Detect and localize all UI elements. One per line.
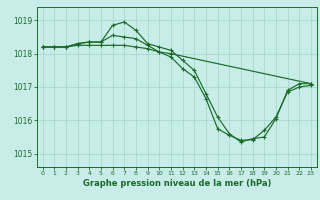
X-axis label: Graphe pression niveau de la mer (hPa): Graphe pression niveau de la mer (hPa) bbox=[83, 179, 271, 188]
